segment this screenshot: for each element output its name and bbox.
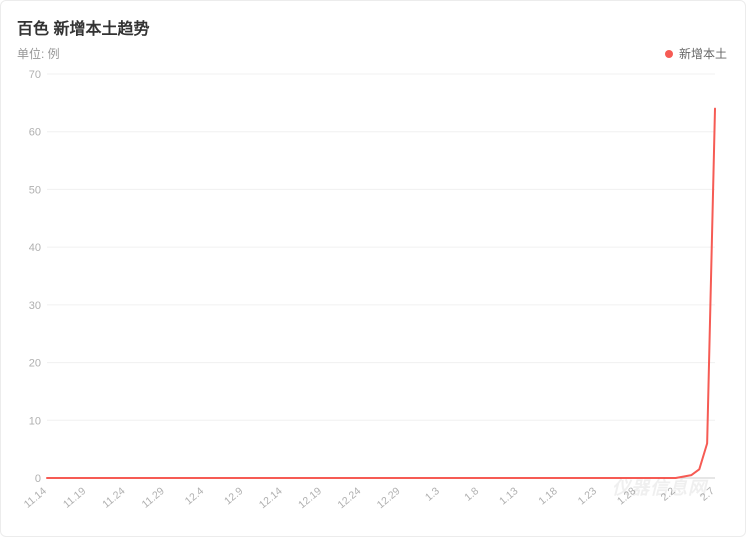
svg-text:1.8: 1.8	[462, 485, 481, 504]
svg-text:11.29: 11.29	[140, 485, 167, 511]
svg-text:2.2: 2.2	[659, 485, 678, 504]
legend-label: 新增本土	[679, 45, 727, 62]
svg-text:11.24: 11.24	[100, 485, 127, 511]
svg-text:20: 20	[29, 358, 41, 370]
svg-text:60: 60	[29, 127, 41, 139]
legend: 新增本土	[665, 45, 727, 62]
svg-text:50: 50	[29, 184, 41, 196]
svg-text:1.23: 1.23	[576, 485, 599, 507]
legend-dot-icon	[665, 50, 673, 58]
svg-text:11.14: 11.14	[22, 485, 49, 511]
chart-card: 百色 新增本土趋势 单位: 例 新增本土 0 10 20 30 40 50 60 70 11.1…	[0, 0, 746, 537]
svg-text:2.7: 2.7	[698, 485, 717, 504]
svg-text:12.4: 12.4	[183, 485, 206, 507]
plot-area: 0 10 20 30 40 50 60 70 11.14 11.19 11.24 11.29 12.4 1…	[15, 66, 727, 526]
svg-text:12.9: 12.9	[222, 485, 245, 507]
chart-header-row: 单位: 例 新增本土	[15, 45, 727, 62]
svg-text:1.3: 1.3	[423, 485, 442, 504]
svg-text:12.19: 12.19	[296, 485, 324, 511]
svg-text:1.28: 1.28	[615, 485, 638, 507]
svg-text:30: 30	[29, 300, 41, 312]
svg-text:10: 10	[29, 415, 41, 427]
svg-text:70: 70	[29, 69, 41, 81]
svg-text:12.24: 12.24	[335, 485, 363, 511]
chart-svg: 0 10 20 30 40 50 60 70 11.14 11.19 11.24 11.29 12.4 1…	[15, 66, 727, 526]
svg-text:1.13: 1.13	[497, 485, 520, 507]
svg-text:1.18: 1.18	[536, 485, 559, 507]
svg-text:0: 0	[35, 473, 41, 485]
svg-text:12.14: 12.14	[257, 485, 285, 511]
unit-label: 单位: 例	[17, 45, 60, 62]
svg-text:40: 40	[29, 242, 41, 254]
svg-text:11.19: 11.19	[61, 485, 88, 511]
chart-title: 百色 新增本土趋势	[17, 15, 727, 39]
svg-text:12.29: 12.29	[375, 485, 403, 511]
